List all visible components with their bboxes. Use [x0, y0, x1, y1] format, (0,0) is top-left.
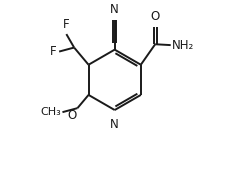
Text: F: F [50, 45, 57, 58]
Text: O: O [151, 10, 160, 23]
Text: N: N [110, 118, 119, 131]
Text: N: N [110, 3, 119, 16]
Text: O: O [67, 109, 77, 122]
Text: CH₃: CH₃ [40, 107, 61, 117]
Text: NH₂: NH₂ [172, 39, 194, 52]
Text: F: F [63, 18, 70, 31]
